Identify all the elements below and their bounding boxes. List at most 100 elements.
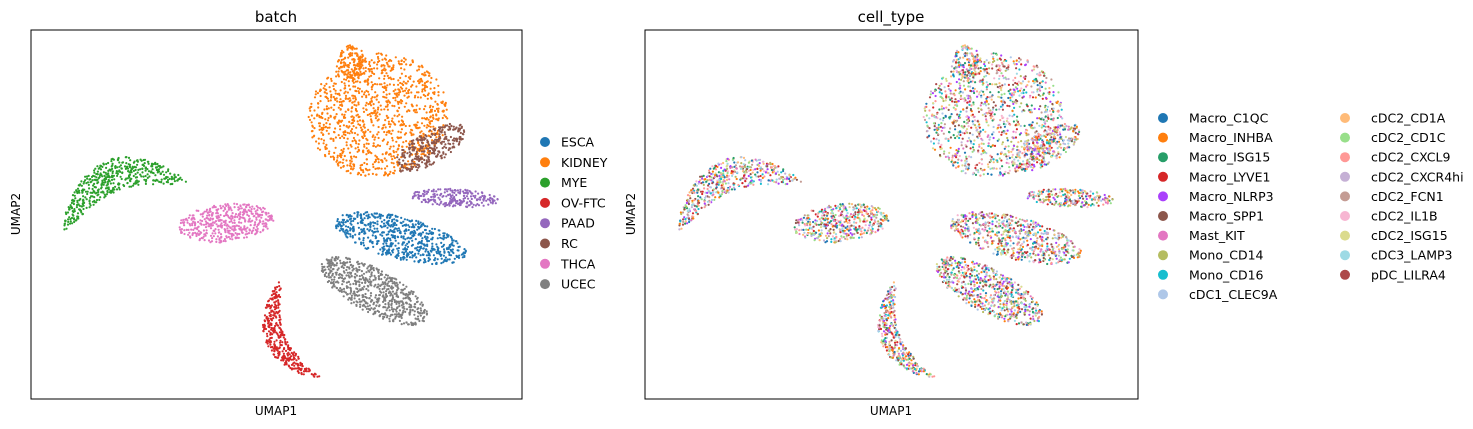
point [355, 104, 358, 107]
point [357, 263, 360, 266]
point [356, 211, 359, 214]
point [409, 310, 412, 313]
point [332, 84, 335, 88]
point [359, 305, 362, 308]
point [93, 201, 97, 204]
point [365, 214, 368, 217]
point [383, 130, 386, 134]
point [371, 71, 374, 75]
point [319, 94, 322, 98]
point [228, 217, 231, 220]
point [197, 209, 200, 212]
point [71, 213, 74, 216]
point [125, 162, 128, 165]
point [717, 191, 720, 194]
point [419, 245, 423, 248]
point [348, 54, 352, 58]
point [337, 256, 340, 259]
point [459, 190, 462, 193]
point [334, 146, 337, 149]
point [370, 104, 373, 107]
point [119, 164, 122, 167]
point [222, 205, 225, 208]
point [449, 135, 452, 139]
point [352, 301, 355, 304]
point [430, 76, 433, 80]
point [344, 221, 347, 224]
point [146, 176, 149, 179]
point [420, 301, 423, 304]
point [267, 345, 270, 348]
point [342, 228, 345, 231]
point [142, 175, 145, 178]
point [397, 130, 400, 133]
point [429, 96, 433, 99]
point [268, 314, 271, 317]
point [428, 229, 431, 233]
point [399, 291, 403, 294]
point [214, 232, 217, 235]
point [345, 256, 348, 259]
point [435, 146, 438, 149]
point [340, 52, 343, 55]
point [413, 108, 416, 112]
point [313, 134, 316, 137]
point [405, 145, 408, 148]
point [771, 179, 774, 182]
point [758, 178, 761, 181]
point [453, 191, 456, 194]
point [444, 133, 447, 136]
point [444, 188, 448, 191]
point [690, 189, 693, 192]
point [427, 118, 430, 121]
point [117, 182, 120, 185]
point [333, 285, 336, 288]
point [356, 146, 360, 149]
point [401, 224, 404, 227]
point [686, 194, 690, 197]
point [279, 328, 282, 331]
point [355, 156, 358, 159]
point [441, 140, 444, 143]
point [384, 119, 387, 122]
point [340, 154, 343, 157]
point [343, 231, 346, 234]
point [421, 80, 424, 83]
point [285, 360, 288, 363]
point [374, 216, 377, 219]
point [732, 156, 735, 160]
point [409, 163, 412, 166]
point [381, 295, 384, 298]
point [91, 187, 94, 191]
point [730, 188, 734, 191]
point [100, 183, 103, 186]
point [340, 156, 343, 159]
point [440, 130, 443, 133]
point [423, 158, 426, 162]
point [431, 245, 434, 248]
point [418, 259, 422, 262]
point [277, 293, 281, 297]
point [194, 222, 197, 225]
point [372, 303, 375, 306]
point [1007, 155, 1010, 158]
point [701, 192, 704, 196]
point [370, 88, 373, 91]
point [383, 219, 386, 222]
point [362, 93, 366, 96]
point [428, 146, 432, 149]
point [377, 252, 380, 255]
point [327, 259, 330, 262]
point [351, 131, 354, 134]
point [146, 173, 149, 176]
point [348, 120, 351, 123]
point [751, 171, 754, 174]
point [197, 229, 200, 233]
point [410, 85, 413, 88]
point [349, 73, 352, 76]
point [729, 185, 732, 188]
point [158, 180, 161, 183]
point [347, 147, 350, 150]
point [247, 220, 251, 223]
point [457, 130, 460, 133]
